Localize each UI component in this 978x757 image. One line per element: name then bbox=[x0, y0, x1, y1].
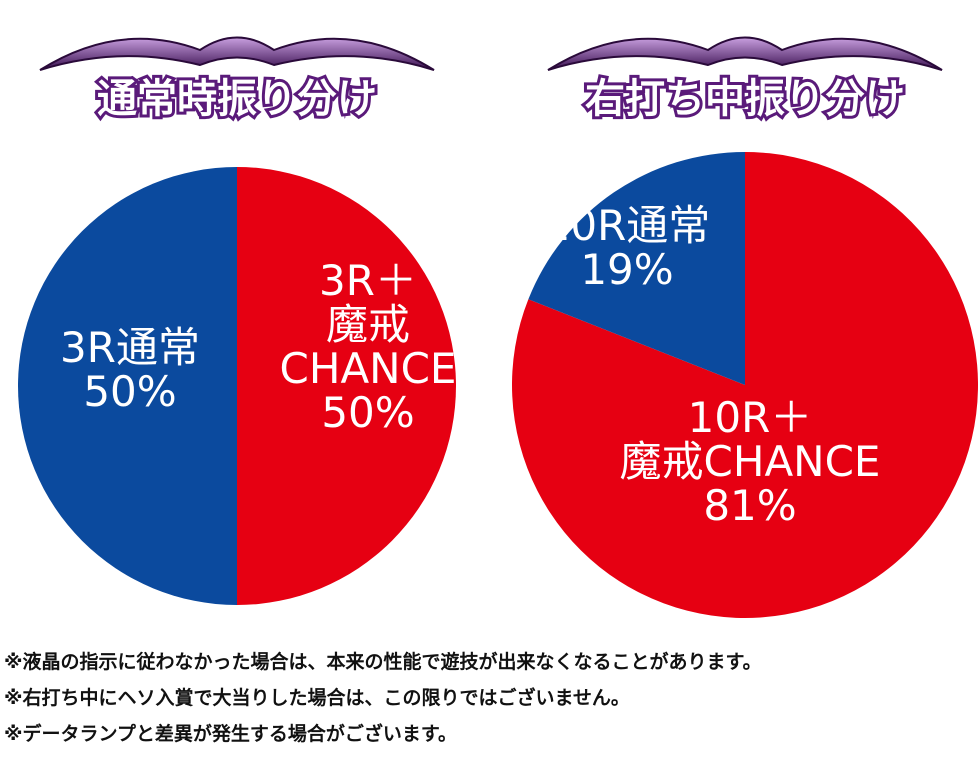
slice-label: 10R通常 bbox=[544, 201, 711, 250]
value-label: 19% bbox=[580, 245, 673, 294]
pie-slice bbox=[511, 152, 978, 618]
slice-label: 3R＋魔戒 CHANCE bbox=[280, 256, 457, 393]
ornament bbox=[39, 36, 943, 71]
slice-label: 10R＋魔戒CHANCE bbox=[620, 393, 881, 486]
note: ※液晶の指示に従わなかった場合は、本来の性能で遊技が出来なくなることがあります。 bbox=[4, 650, 762, 673]
pie-slice bbox=[237, 167, 456, 605]
note: ※右打ち中にヘソ入賞で大当りした場合は、この限りではございません。 bbox=[4, 686, 630, 709]
note: ※データランプと差異が発生する場合がございます。 bbox=[4, 722, 457, 745]
value-label: 50% bbox=[83, 367, 176, 416]
pie-slice bbox=[18, 167, 237, 605]
chart-title: 通常時振り分け bbox=[97, 75, 377, 122]
chart-title: 右打ち中振り分け bbox=[585, 75, 905, 122]
slice-label: 3R通常 bbox=[60, 323, 200, 372]
value-label: 81% bbox=[703, 481, 796, 530]
value-label: 50% bbox=[321, 388, 414, 437]
pie-slice bbox=[528, 151, 745, 385]
